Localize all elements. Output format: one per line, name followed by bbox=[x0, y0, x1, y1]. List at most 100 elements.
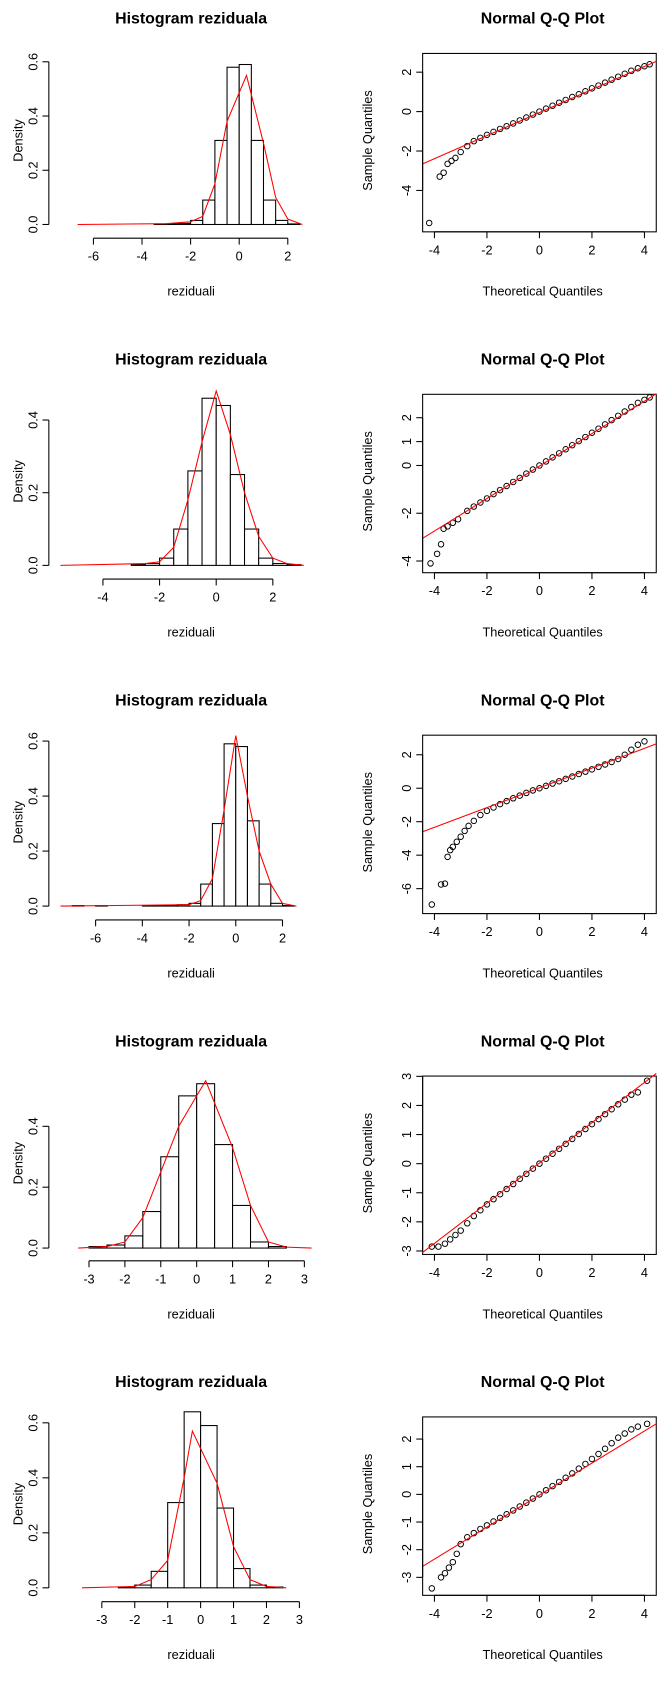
y-tick-label: 2 bbox=[399, 69, 414, 76]
histogram-bar bbox=[177, 222, 192, 226]
qq-point bbox=[608, 1439, 615, 1447]
qq-point bbox=[503, 482, 510, 490]
x-tick-label: 0 bbox=[213, 590, 220, 605]
x-tick-label: 0 bbox=[536, 1606, 543, 1621]
qq-point bbox=[569, 441, 576, 449]
reference-line bbox=[422, 1073, 657, 1253]
qq-point bbox=[614, 1434, 622, 1441]
qq-point bbox=[523, 789, 530, 797]
y-tick-label: 2 bbox=[399, 414, 414, 421]
qq-point bbox=[549, 454, 556, 461]
y-tick-label: 0 bbox=[399, 1160, 414, 1167]
qq-point bbox=[634, 1423, 642, 1430]
histogram-panel: -3 -2 -1 0 1 2 3 0.0 0.2 0.4 0.6 Histogram rezidual… bbox=[10, 1374, 302, 1662]
x-tick-label: 2 bbox=[265, 1271, 272, 1286]
chart-title: Normal Q-Q Plot bbox=[481, 352, 605, 369]
x-tick-label: 2 bbox=[588, 924, 595, 939]
qq-point bbox=[536, 462, 543, 469]
y-tick-label: -4 bbox=[399, 555, 414, 566]
qq-point bbox=[457, 1227, 464, 1234]
y-tick-label: 3 bbox=[399, 1073, 414, 1080]
x-tick-label: 4 bbox=[641, 924, 648, 939]
qq-point bbox=[588, 1120, 596, 1128]
histogram-bar bbox=[235, 746, 248, 907]
histogram-panel: -6 -4 -2 0 2 0.0 0.2 0.4 0.6 Histogram reziduala r… bbox=[10, 692, 297, 980]
density-line bbox=[60, 735, 297, 907]
histogram-bar bbox=[249, 1241, 269, 1249]
y-tick-label: 0.6 bbox=[25, 53, 40, 71]
qq-point bbox=[529, 466, 537, 473]
x-tick-label: -2 bbox=[481, 242, 492, 257]
qq-point bbox=[427, 560, 434, 567]
histogram-panel: -3 -2 -1 0 1 2 3 0.0 0.2 0.4 Histogram reziduala re… bbox=[10, 1033, 312, 1321]
qq-point bbox=[457, 833, 464, 841]
x-tick-label: 0 bbox=[232, 930, 239, 945]
qq-point bbox=[582, 1125, 589, 1133]
density-line bbox=[78, 1079, 312, 1249]
x-tick-label: -2 bbox=[119, 1271, 130, 1286]
x-axis-label: reziduali bbox=[167, 1306, 214, 1321]
y-axis-label: Density bbox=[10, 460, 25, 503]
qq-point bbox=[483, 807, 491, 815]
qq-point bbox=[496, 1190, 504, 1198]
qq-point bbox=[465, 822, 472, 830]
histogram-bar bbox=[200, 883, 213, 907]
qq-point bbox=[452, 154, 459, 162]
qq-point bbox=[464, 507, 471, 515]
histogram-bar bbox=[201, 397, 217, 566]
qq-point bbox=[490, 1195, 497, 1203]
x-tick-label: -2 bbox=[481, 1265, 492, 1280]
qq-point bbox=[529, 1495, 537, 1502]
x-tick-label: 2 bbox=[269, 590, 276, 605]
qq-point bbox=[445, 1564, 453, 1571]
y-axis-label: Sample Quantiles bbox=[360, 1454, 375, 1555]
qq-point bbox=[575, 1130, 583, 1138]
x-tick-label: 2 bbox=[588, 1606, 595, 1621]
qq-point bbox=[542, 458, 550, 465]
y-axis-label: Sample Quantiles bbox=[360, 90, 375, 191]
histogram-bar bbox=[262, 199, 277, 226]
qq-point bbox=[516, 1175, 523, 1183]
x-tick-label: -3 bbox=[96, 1612, 107, 1627]
qq-point bbox=[643, 1420, 651, 1428]
qq-point bbox=[601, 1445, 609, 1452]
y-tick-label: 0.0 bbox=[25, 216, 40, 234]
histogram-bar bbox=[275, 219, 289, 226]
qq-point bbox=[444, 160, 451, 168]
x-tick-label: -2 bbox=[183, 930, 194, 945]
x-axis-label: Theoretical Quantiles bbox=[482, 965, 602, 980]
x-axis-label: reziduali bbox=[167, 625, 214, 640]
qq-point bbox=[588, 429, 596, 437]
x-axis-label: reziduali bbox=[167, 965, 214, 980]
qq-point bbox=[529, 787, 537, 794]
x-tick-label: -4 bbox=[429, 583, 440, 598]
qq-panel: -4 -2 0 2 4 -4 -2 0 2 Normal Q-Q Plot Theoretical … bbox=[360, 11, 657, 299]
qq-point bbox=[536, 1160, 543, 1167]
y-tick-label: 0.4 bbox=[25, 1117, 40, 1135]
qq-point bbox=[503, 1511, 510, 1518]
y-tick-label: 1 bbox=[399, 438, 414, 445]
y-tick-label: 0.6 bbox=[25, 1414, 40, 1432]
qq-point bbox=[425, 219, 433, 227]
x-tick-label: 0 bbox=[536, 1265, 543, 1280]
qq-point bbox=[621, 1430, 628, 1437]
qq-point bbox=[477, 499, 484, 506]
x-tick-label: -6 bbox=[88, 249, 99, 264]
y-tick-label: 0.0 bbox=[25, 557, 40, 575]
qq-point bbox=[523, 1170, 530, 1178]
qq-point bbox=[542, 1155, 550, 1162]
qq-point bbox=[562, 1140, 569, 1148]
histogram-panel: -4 -2 0 2 0.0 0.2 0.4 Histogram reziduala rezidu… bbox=[10, 352, 305, 640]
qq-point bbox=[634, 1089, 642, 1096]
qq-point bbox=[643, 1077, 651, 1084]
qq-point bbox=[437, 881, 445, 888]
x-tick-label: -4 bbox=[429, 1606, 440, 1621]
qq-point bbox=[444, 523, 451, 530]
qq-point bbox=[436, 173, 443, 180]
x-tick-label: -4 bbox=[137, 930, 148, 945]
chart-title: Histogram reziduala bbox=[115, 692, 267, 709]
y-tick-label: 0 bbox=[399, 785, 414, 792]
qq-point bbox=[453, 838, 461, 846]
x-tick-label: -4 bbox=[429, 1265, 440, 1280]
